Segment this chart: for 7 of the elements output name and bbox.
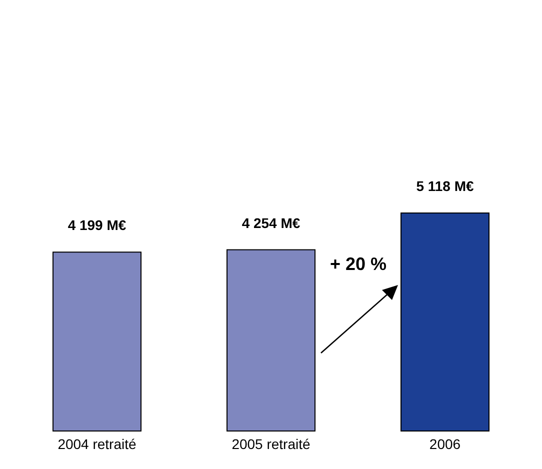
data-label: 4 199 M€ (68, 217, 126, 234)
data-label: 4 254 M€ (242, 214, 300, 231)
annotation: + 20 % (330, 254, 387, 275)
data-label: 5 118 M€ (416, 178, 474, 194)
x-tick-label: 2005 retraité (232, 436, 311, 452)
x-tick-label: 2006 (429, 436, 461, 452)
x-tick-label: 2004 retraité (58, 436, 137, 452)
